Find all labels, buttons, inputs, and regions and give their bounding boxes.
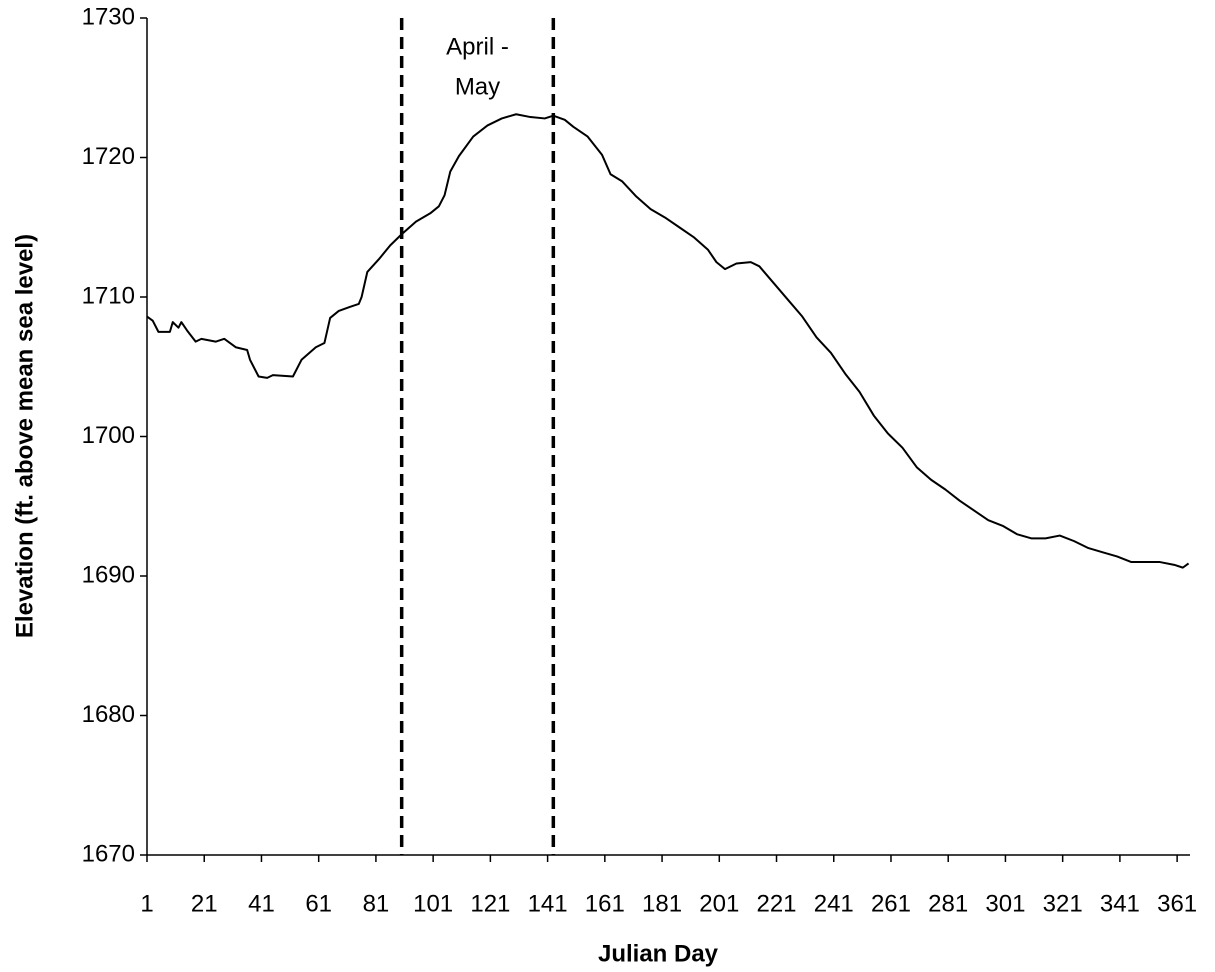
annotation: April - xyxy=(446,33,509,60)
annotation: May xyxy=(455,73,500,100)
y-tick-label: 1680 xyxy=(82,701,135,728)
x-tick-label: 1 xyxy=(140,890,153,917)
y-axis-label: Elevation (ft. above mean sea level) xyxy=(11,234,38,638)
y-tick-label: 1720 xyxy=(82,143,135,170)
data-line xyxy=(146,113,1190,569)
y-tick-label: 1700 xyxy=(82,422,135,449)
y-tick-label: 1690 xyxy=(82,561,135,588)
x-tick-label: 181 xyxy=(642,890,682,917)
x-tick-label: 141 xyxy=(528,890,568,917)
y-tick-label: 1670 xyxy=(82,840,135,867)
x-axis-label: Julian Day xyxy=(598,940,719,967)
x-tick-label: 161 xyxy=(585,890,625,917)
x-tick-label: 361 xyxy=(1157,890,1197,917)
x-tick-label: 201 xyxy=(699,890,739,917)
x-tick-label: 21 xyxy=(191,890,218,917)
x-tick-label: 61 xyxy=(305,890,332,917)
x-tick-label: 101 xyxy=(413,890,453,917)
x-tick-label: 261 xyxy=(871,890,911,917)
y-tick-label: 1730 xyxy=(82,3,135,30)
y-tick-label: 1710 xyxy=(82,282,135,309)
x-tick-label: 81 xyxy=(363,890,390,917)
x-tick-label: 41 xyxy=(248,890,275,917)
x-tick-label: 221 xyxy=(756,890,796,917)
x-tick-label: 121 xyxy=(470,890,510,917)
x-tick-label: 341 xyxy=(1100,890,1140,917)
x-tick-label: 241 xyxy=(814,890,854,917)
x-tick-label: 301 xyxy=(985,890,1025,917)
x-tick-label: 281 xyxy=(928,890,968,917)
x-tick-label: 321 xyxy=(1043,890,1083,917)
